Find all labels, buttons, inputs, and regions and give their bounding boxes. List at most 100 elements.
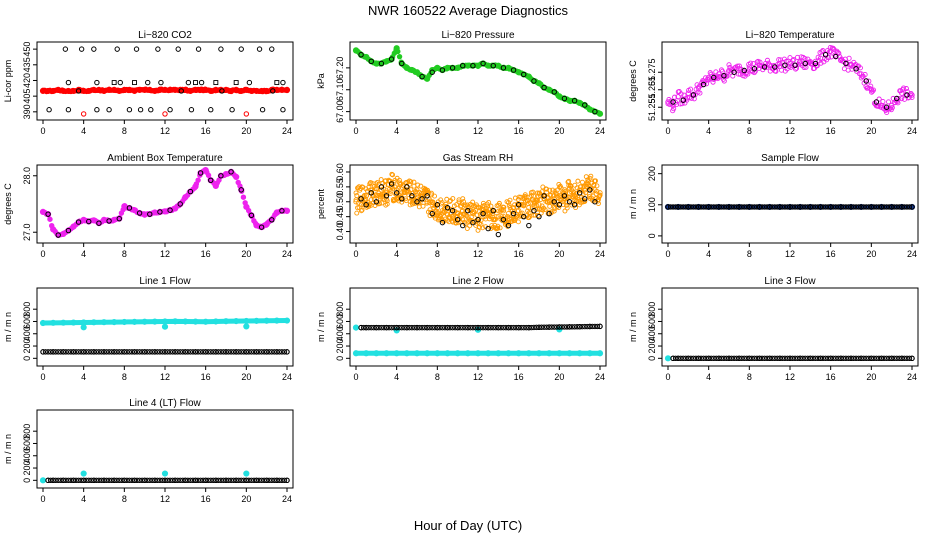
data-point [233,318,240,325]
data-point [551,324,557,330]
data-point [195,177,201,183]
data-point [805,204,811,210]
data-point [65,79,72,86]
panel-title: Line 3 Flow [764,276,816,287]
data-point [766,204,773,210]
x-tick-label: 0 [665,249,670,259]
data-point [470,62,476,69]
data-point [835,355,841,362]
data-point [675,355,681,362]
data-point [825,54,832,61]
y-tick-label: 600 [22,314,32,329]
data-point [124,477,130,484]
data-point [500,207,506,212]
data-point [114,477,120,484]
data-point [424,193,430,199]
data-point [88,477,94,484]
data-point [791,57,797,63]
data-point [175,477,181,484]
data-point [111,80,117,86]
data-point [894,204,900,210]
data-point [373,199,380,205]
data-point [208,477,214,484]
data-point [100,319,108,326]
data-point [240,194,247,200]
data-point [559,324,565,330]
data-point [490,62,496,69]
data-point [592,199,598,205]
data-point [505,211,512,217]
data-point [251,349,257,355]
data-point [159,349,166,355]
data-point [75,349,82,355]
data-point [161,470,169,477]
data-point [136,349,143,355]
data-point [243,470,250,477]
data-point [571,190,577,196]
data-point [192,318,199,325]
data-point [883,204,890,210]
series-2 [40,349,290,355]
data-point [526,222,532,229]
y-tick-label: 200 [647,166,657,181]
data-point [78,477,84,484]
data-point [886,355,892,362]
data-point [697,90,703,96]
data-point [53,349,59,355]
data-point [485,324,491,331]
data-point [705,355,712,362]
data-point [493,324,499,331]
data-point [117,79,123,86]
data-point [835,50,841,56]
data-point [147,211,153,217]
x-tick-label: 4 [706,249,711,259]
data-point [111,349,117,355]
data-point [779,204,786,210]
data-point [845,355,852,362]
data-point [220,477,227,484]
data-point [759,63,765,69]
data-point [108,349,115,355]
data-point [672,94,678,100]
data-point [218,349,224,355]
x-tick-label: 16 [514,126,524,136]
data-point [213,477,219,484]
data-point [761,355,768,362]
data-point [70,349,77,355]
data-point [853,66,859,72]
y-tick-label: 0 [335,356,345,361]
data-point [695,204,702,210]
data-point [373,350,380,357]
data-point [167,349,173,355]
data-point [419,196,425,202]
data-point [495,225,501,231]
data-point [542,207,548,213]
data-point [111,477,117,484]
data-point [91,477,97,484]
data-point [279,349,285,355]
data-point [589,323,596,330]
data-point [830,204,836,210]
data-point [202,477,209,484]
data-point [899,355,905,362]
data-point [460,324,466,331]
x-tick-label: 12 [785,372,795,382]
data-point [480,210,486,217]
data-point [566,350,573,357]
data-point [363,350,370,357]
data-point [238,349,244,355]
series-1 [665,204,915,210]
data-point [185,477,191,484]
data-point [389,171,395,177]
panel-title: Ambient Box Temperature [107,153,223,164]
data-point [496,200,502,206]
data-point [510,324,517,331]
data-point [896,95,902,102]
data-point [136,210,143,216]
panel-ambient: Ambient Box Temperature 0 4 8 12 16 20 24 27.0 28… [3,153,294,259]
data-point [505,222,512,229]
data-point [55,477,61,484]
data-point [769,204,775,210]
data-point [538,324,545,330]
